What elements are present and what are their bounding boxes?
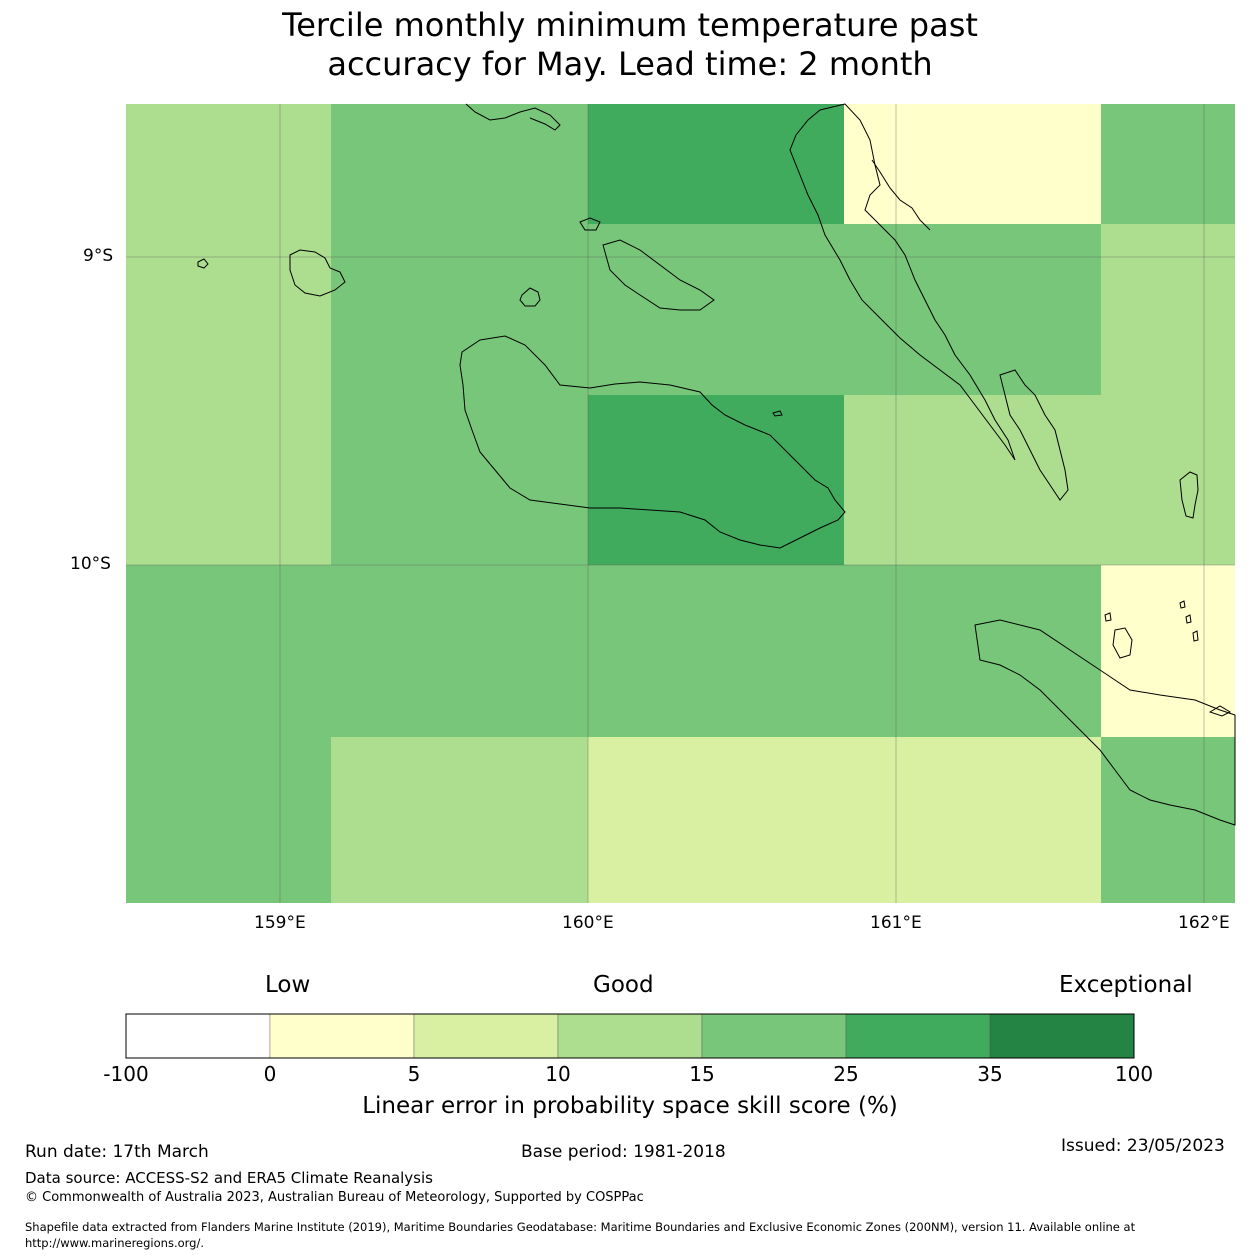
legend-axis-label: Linear error in probability space skill … [362, 1093, 898, 1119]
grid-cell [126, 395, 331, 565]
coastline-santa-ana [1112, 627, 1133, 659]
legend-tick: 15 [689, 1062, 715, 1086]
colorbar-segment [989, 1013, 1135, 1059]
coastline-small-islet-2 [579, 217, 601, 231]
colorbar-segment [125, 1013, 271, 1059]
grid-cell [331, 104, 588, 224]
coastline-malaita-tip [999, 369, 1069, 501]
grid-cell [588, 395, 844, 565]
colorbar-segment [845, 1013, 991, 1059]
coastline-small-islet-6 [1185, 614, 1192, 624]
grid-cell [588, 737, 844, 903]
legend-tick: 35 [977, 1062, 1003, 1086]
legend-category-good: Good [593, 972, 654, 998]
coastline-savo [519, 287, 541, 307]
grid-cell [588, 224, 844, 395]
colorbar-segment [701, 1013, 847, 1059]
graticule [126, 104, 1235, 903]
grid-cell [1101, 737, 1235, 903]
legend-tick: -100 [103, 1062, 149, 1086]
lat-label-9s: 9°S [83, 246, 114, 266]
run-date: Run date: 17th March [25, 1142, 209, 1162]
grid-cell [588, 104, 844, 224]
coastline-ulawa [1179, 471, 1199, 519]
grid-cell [331, 737, 588, 903]
legend-tick: 5 [407, 1062, 421, 1086]
skill-grid [126, 104, 1235, 903]
coastline-small-islet-8 [1208, 705, 1232, 717]
grid-cell [126, 565, 331, 737]
grid-cell [1101, 224, 1235, 395]
coastline-florida-islands [602, 239, 715, 311]
grid-cell [331, 395, 588, 565]
title-line-2: accuracy for May. Lead time: 2 month [327, 45, 933, 83]
map-title: Tercile monthly minimum temperature past… [0, 6, 1260, 84]
coastline-small-islet-1 [197, 258, 209, 269]
grid-cell [1101, 104, 1235, 224]
coastline-north-bay [871, 159, 931, 231]
grid-cell [331, 224, 588, 395]
legend-tick: 10 [545, 1062, 571, 1086]
lon-label-159e: 159°E [254, 913, 306, 933]
grid-cell [844, 565, 1101, 737]
colorbar-outline [125, 1013, 1135, 1059]
legend-tick: 25 [833, 1062, 859, 1086]
colorbar-segment [413, 1013, 559, 1059]
grid-cell [588, 565, 844, 737]
lat-label-10s: 10°S [70, 554, 111, 574]
colorbar-segment [557, 1013, 703, 1059]
coastline-small-islet-7 [1192, 630, 1199, 642]
legend-category-low: Low [265, 972, 311, 998]
legend-tick: 100 [1114, 1062, 1154, 1086]
coastline-malaita-south [789, 103, 1016, 461]
grid-cell [844, 737, 1101, 903]
issued-date: Issued: 23/05/2023 [1061, 1136, 1225, 1156]
coastline-small-islet-4 [1104, 612, 1112, 622]
grid-cell [126, 104, 331, 224]
lon-label-162e: 162°E [1178, 913, 1230, 933]
legend-tick: 0 [263, 1062, 277, 1086]
lon-label-160e: 160°E [562, 913, 614, 933]
coastlines [197, 103, 1236, 826]
coastline-small-islet-5 [1179, 600, 1186, 609]
colorbar [125, 1013, 1135, 1059]
grid-cell [844, 224, 1101, 395]
coastline-makira [974, 619, 1236, 826]
lon-label-161e: 161°E [870, 913, 922, 933]
coastline-guadalcanal [459, 335, 846, 549]
base-period: Base period: 1981-2018 [521, 1142, 726, 1162]
grid-cell [1101, 395, 1235, 565]
shapefile-credit-line-1: Shapefile data extracted from Flanders M… [25, 1220, 1136, 1234]
legend-category-exceptional: Exceptional [1059, 972, 1193, 998]
grid-cell [331, 565, 588, 737]
grid-cell [844, 395, 1101, 565]
shapefile-credit-line-2: http://www.marineregions.org/. [25, 1236, 204, 1250]
coastline-russell-islands [289, 249, 346, 297]
colorbar-segment [269, 1013, 415, 1059]
grid-cell [126, 224, 331, 395]
coastline-small-islet-3 [772, 410, 783, 417]
title-line-1: Tercile monthly minimum temperature past [282, 6, 978, 44]
grid-cell [1101, 565, 1235, 737]
grid-cell [126, 737, 331, 903]
coastline-nggela-north [465, 103, 561, 131]
data-source: Data source: ACCESS-S2 and ERA5 Climate … [25, 1169, 433, 1187]
copyright: © Commonwealth of Australia 2023, Austra… [25, 1190, 644, 1205]
grid-cell [844, 104, 1101, 224]
